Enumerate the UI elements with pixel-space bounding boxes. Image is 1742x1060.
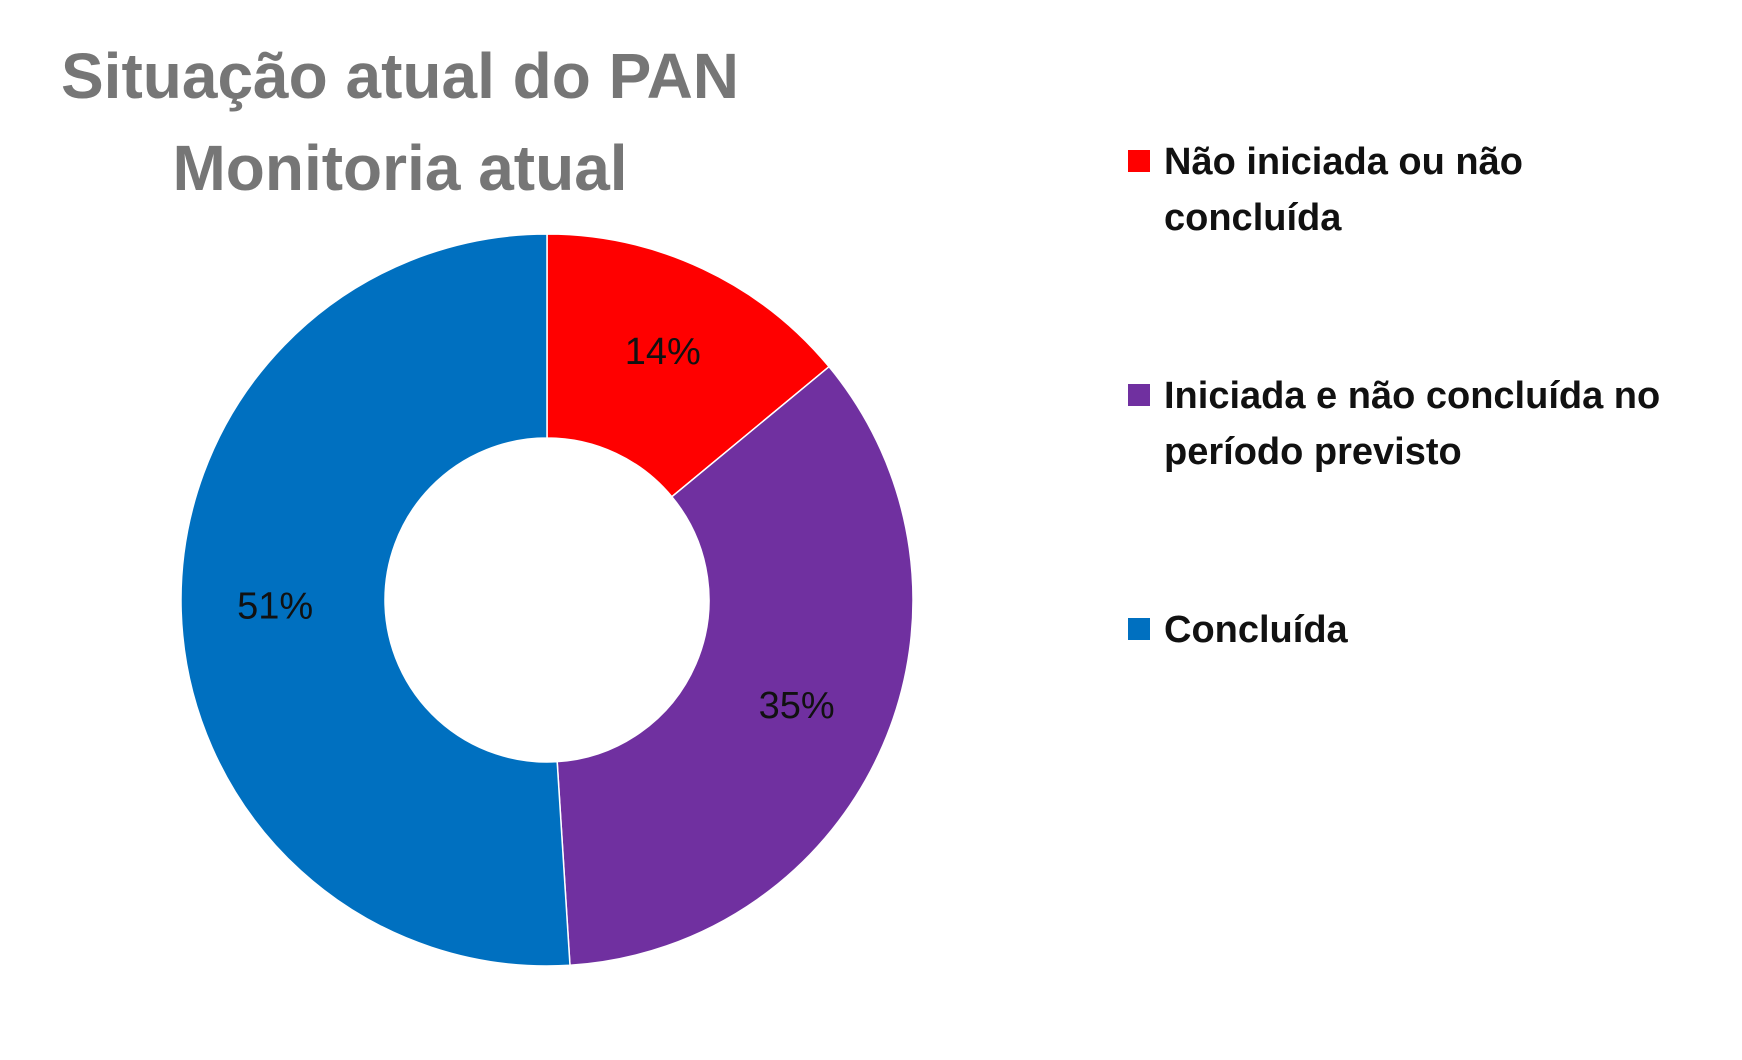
legend-label: Não iniciada ou não concluída (1164, 141, 1523, 239)
legend-label: Iniciada e não concluída no período prev… (1164, 375, 1661, 473)
legend-swatch (1128, 384, 1150, 406)
chart-title-line-2: Monitoria atual (172, 132, 628, 204)
legend-label: Concluída (1164, 609, 1348, 651)
data-label: 14% (625, 331, 701, 373)
legend-swatch (1128, 150, 1150, 172)
donut-slice (546, 233, 831, 498)
legend-item-iniciada: Iniciada e não concluída no período prev… (1128, 368, 1684, 480)
chart-title-line-1: Situação atual do PAN (60, 40, 740, 112)
legend-item-concluida: Concluída (1128, 602, 1684, 658)
chart-title: Situação atual do PAN Monitoria atual (0, 30, 800, 214)
data-label: 35% (759, 685, 835, 727)
donut-slice (556, 365, 914, 967)
donut-slice (180, 233, 571, 967)
legend-swatch (1128, 618, 1150, 640)
donut-data-labels: 14% 35% 51% (237, 331, 835, 727)
data-label: 51% (237, 586, 313, 628)
donut-slices (180, 233, 914, 967)
legend-item-nao-iniciada: Não iniciada ou não concluída (1128, 134, 1684, 246)
